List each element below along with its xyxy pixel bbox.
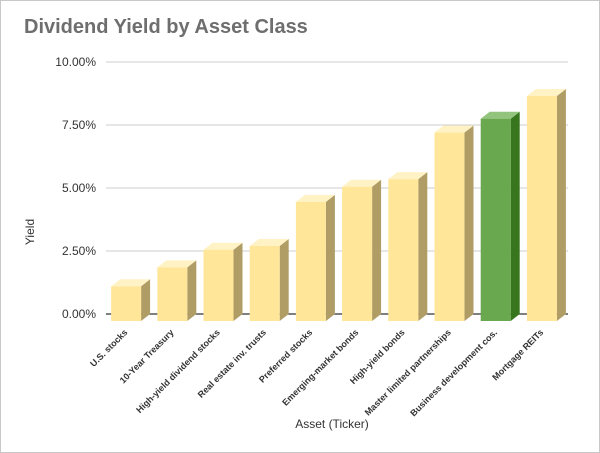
x-tick-label: Master limited partnerships [363, 327, 453, 417]
bar-top [157, 260, 197, 268]
bar-top [203, 242, 243, 250]
bar-front [434, 132, 465, 321]
x-tick-label: Emerging-market bonds [280, 327, 360, 407]
y-tick-labels: 0.00% 2.50% 5.00% 7.50% 10.00% [55, 55, 96, 321]
bar-side [141, 279, 151, 321]
bars [111, 89, 566, 322]
x-tick-label: High-yield dividend stocks [134, 327, 222, 415]
bar [526, 89, 566, 322]
bar-front [157, 267, 188, 321]
bar-front [342, 186, 373, 321]
x-tick-label: Mortgage REITs [490, 327, 545, 382]
y-tick-label: 5.00% [62, 181, 96, 195]
bar-side [233, 242, 243, 321]
y-tick-label: 10.00% [55, 55, 96, 69]
x-tick-label: U.S. stocks [88, 327, 129, 368]
bar-front [526, 96, 557, 322]
bar [203, 242, 243, 321]
bar-front [111, 286, 142, 321]
x-axis-label: Asset (Ticker) [295, 417, 369, 431]
bar-side [510, 111, 520, 321]
bar-top [480, 111, 520, 119]
bar-side [556, 89, 566, 322]
bar-side [279, 238, 289, 321]
bar-side [187, 260, 197, 321]
bar-front [203, 249, 234, 321]
bar-top [388, 172, 428, 180]
bar [342, 179, 382, 321]
bar [480, 111, 520, 321]
y-tick-label: 2.50% [62, 244, 96, 258]
bar-front [295, 201, 326, 321]
bar-top [342, 179, 382, 187]
bar [111, 279, 151, 321]
bar-front [249, 245, 280, 321]
bar [157, 260, 197, 321]
bar-top [526, 89, 566, 97]
chart-title: Dividend Yield by Asset Class [24, 16, 308, 38]
x-tick-label: Business development cos. [408, 327, 499, 418]
bar [434, 125, 474, 321]
bar-side [464, 125, 474, 321]
y-tick-label: 7.50% [62, 118, 96, 132]
bar [249, 238, 289, 321]
bar [295, 194, 335, 321]
bar-side [325, 194, 335, 321]
bar [388, 172, 428, 321]
bar-top [295, 194, 335, 202]
bar-top [249, 238, 289, 246]
bar-top [111, 279, 151, 287]
bar-front [480, 118, 511, 321]
y-axis-label: Yield [23, 219, 37, 245]
bar-side [418, 172, 428, 321]
bar-side [372, 179, 382, 321]
y-tick-label: 0.00% [62, 307, 96, 321]
bar-front [388, 179, 419, 321]
bar-top [434, 125, 474, 133]
